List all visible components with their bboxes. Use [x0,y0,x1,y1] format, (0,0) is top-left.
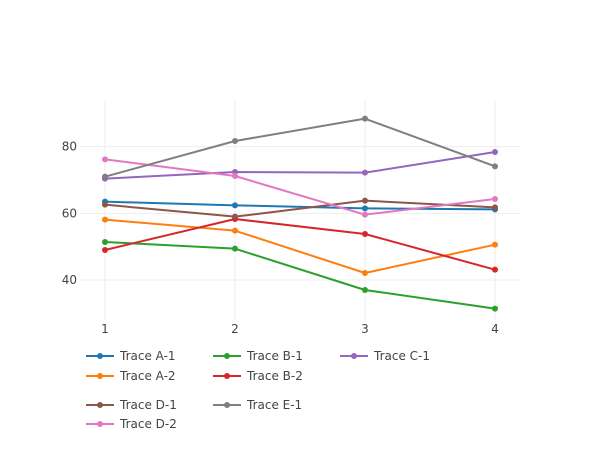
legend-item[interactable]: Trace E-1 [213,398,302,412]
data-point [362,197,368,204]
series-5 [102,149,498,182]
data-point [102,247,108,253]
legend-item[interactable]: Trace A-1 [86,349,176,363]
series-6 [102,197,498,220]
data-point [362,270,368,276]
data-point [492,241,498,248]
legend-item[interactable]: Trace C-1 [340,349,430,363]
data-point [102,239,108,245]
data-point [232,245,238,252]
x-tick-label: 1 [101,322,109,336]
data-point [232,202,238,209]
legend-swatch-marker [224,353,230,359]
series-line [104,158,496,216]
series-lines [102,115,498,312]
data-point [362,205,368,212]
legend-swatch-marker [97,353,103,359]
legend-item[interactable]: Trace D-1 [86,398,177,412]
legend-label: Trace B-1 [246,349,303,363]
legend-item[interactable]: Trace B-2 [213,369,303,383]
series-3 [102,239,498,312]
x-axis-ticks: 1 2 3 4 [101,322,499,336]
data-point [102,173,108,180]
data-point [362,169,368,176]
data-point [492,149,498,155]
data-point [362,231,368,237]
legend: Trace A-1 Trace A-2 Trace B-1 Trace B-2 Trac… [86,349,430,431]
data-point [492,163,498,170]
data-point [362,287,368,293]
series-line [104,218,496,274]
data-point [102,156,108,163]
legend-swatch-marker [351,353,357,359]
series-2 [102,216,498,276]
legend-label: Trace D-2 [119,417,177,431]
data-point [232,138,238,144]
x-tick-label: 2 [231,322,239,336]
series-line [104,200,496,211]
data-point [492,266,498,273]
series-line [104,117,496,178]
legend-label: Trace A-1 [119,349,176,363]
data-point [362,115,368,122]
y-tick-label: 80 [62,140,77,154]
legend-item[interactable]: Trace B-1 [213,349,303,363]
data-point [492,204,498,211]
legend-label: Trace D-1 [119,398,177,412]
plot-area: 1 2 3 4 40 60 80 [62,100,520,336]
legend-item[interactable]: Trace D-2 [86,417,177,431]
data-point [102,216,108,223]
legend-label: Trace C-1 [373,349,430,363]
legend-swatch-marker [97,373,103,379]
series-line [104,241,496,310]
y-tick-label: 60 [62,206,77,220]
data-point [232,173,238,179]
x-tick-label: 4 [491,322,499,336]
legend-swatch-marker [224,402,230,408]
series-8 [102,115,498,180]
series-7 [102,156,498,218]
legend-swatch-marker [97,402,103,408]
x-tick-label: 3 [361,322,369,336]
data-point [492,305,498,312]
series-line [104,199,496,218]
data-point [102,201,108,208]
grid-lines [80,100,520,320]
y-tick-label: 40 [62,273,77,287]
series-line [104,151,496,180]
legend-label: Trace A-2 [119,369,176,383]
data-point [362,211,368,218]
legend-swatch-marker [97,421,103,427]
legend-swatch-marker [224,373,230,379]
data-point [232,227,238,234]
legend-label: Trace B-2 [246,369,303,383]
series-line [104,218,496,271]
y-axis-ticks: 40 60 80 [62,140,77,287]
data-point [232,213,238,220]
legend-item[interactable]: Trace A-2 [86,369,176,383]
data-point [492,196,498,202]
legend-label: Trace E-1 [246,398,302,412]
